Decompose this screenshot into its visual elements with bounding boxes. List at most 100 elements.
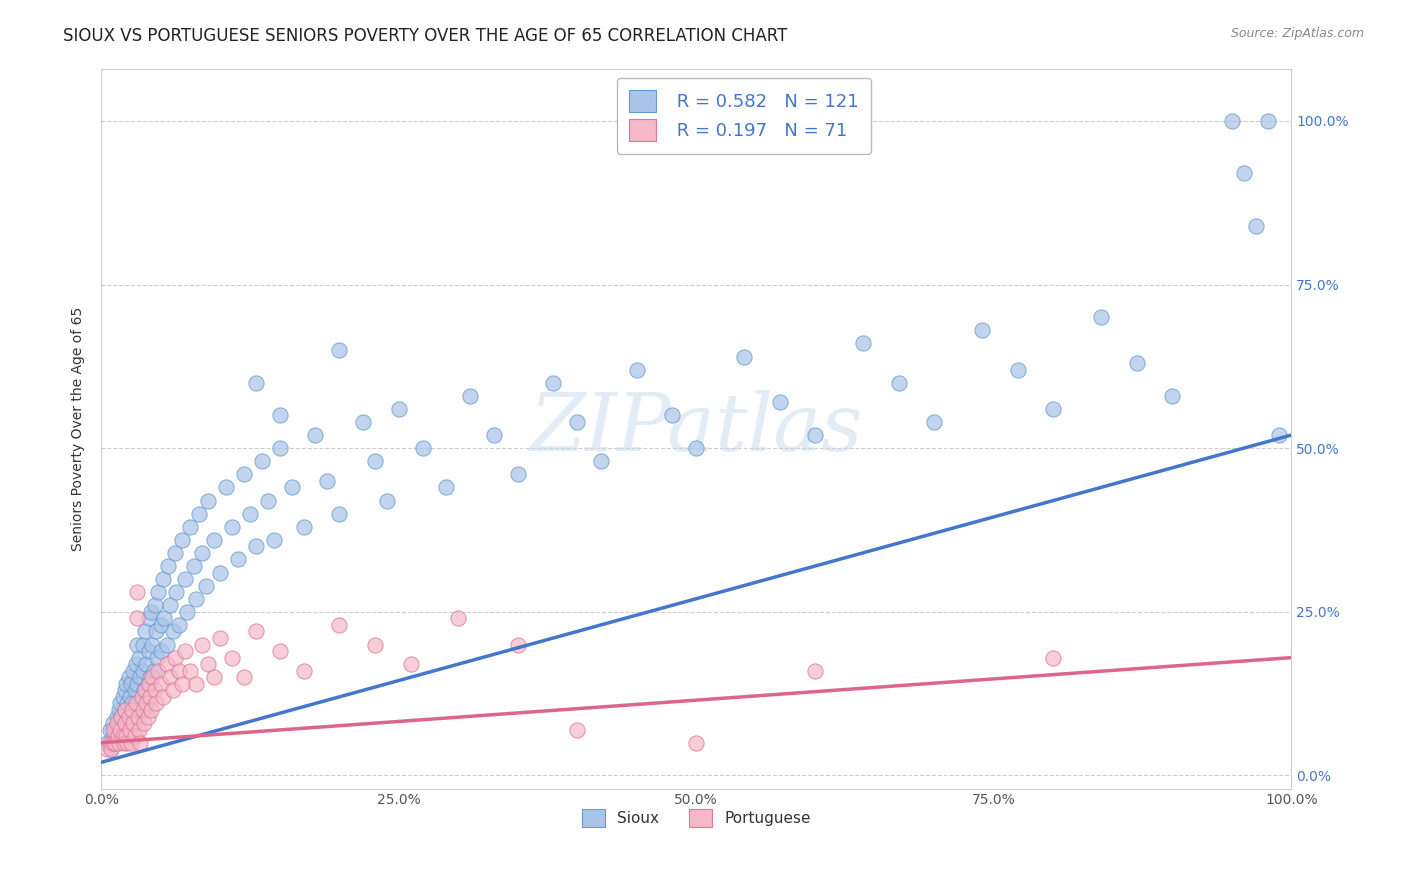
Point [1220,114,1243,128]
Point [1125,356,1147,370]
Point [117,709,139,723]
Point [124,703,146,717]
Point [239,507,262,521]
Point [118,690,141,704]
Point [112,723,135,737]
Point [191,546,214,560]
Point [101,723,124,737]
Point [661,409,683,423]
Point [101,729,124,743]
Point [124,683,146,698]
Point [132,638,155,652]
Point [132,716,155,731]
Point [263,533,285,547]
Point [117,716,139,731]
Point [120,677,142,691]
Point [145,697,167,711]
Point [567,723,589,737]
Point [156,638,179,652]
Text: SIOUX VS PORTUGUESE SENIORS POVERTY OVER THE AGE OF 65 CORRELATION CHART: SIOUX VS PORTUGUESE SENIORS POVERTY OVER… [63,27,787,45]
Point [458,389,481,403]
Point [110,697,132,711]
Point [506,467,529,482]
Point [125,611,148,625]
Point [101,716,124,731]
Point [108,703,131,717]
Point [187,507,209,521]
Point [167,664,190,678]
Point [176,605,198,619]
Point [388,401,411,416]
Point [1244,219,1267,233]
Point [149,644,172,658]
Point [111,716,134,731]
Point [152,690,174,704]
Point [156,559,179,574]
Point [121,703,143,717]
Point [114,703,136,717]
Point [110,723,132,737]
Point [145,624,167,639]
Point [172,677,194,691]
Point [115,729,138,743]
Point [148,585,170,599]
Point [280,480,302,494]
Point [141,670,163,684]
Point [173,572,195,586]
Point [163,650,186,665]
Point [233,467,256,482]
Point [122,664,145,678]
Point [226,552,249,566]
Y-axis label: Seniors Poverty Over the Age of 65: Seniors Poverty Over the Age of 65 [72,306,86,550]
Point [970,323,993,337]
Point [685,736,707,750]
Point [127,697,149,711]
Point [120,709,142,723]
Point [108,729,131,743]
Point [1042,401,1064,416]
Text: ZIPatlas: ZIPatlas [530,390,863,467]
Point [104,723,127,737]
Point [412,441,434,455]
Point [567,415,589,429]
Point [375,493,398,508]
Point [105,716,128,731]
Point [136,677,159,691]
Point [143,683,166,698]
Point [114,683,136,698]
Point [135,697,157,711]
Point [118,723,141,737]
Point [626,362,648,376]
Point [172,533,194,547]
Point [96,736,118,750]
Point [221,650,243,665]
Legend: Sioux, Portuguese: Sioux, Portuguese [574,801,818,835]
Point [186,677,208,691]
Point [129,736,152,750]
Text: Source: ZipAtlas.com: Source: ZipAtlas.com [1230,27,1364,40]
Point [447,611,470,625]
Point [245,376,267,390]
Point [163,546,186,560]
Point [202,670,225,684]
Point [1161,389,1184,403]
Point [134,624,156,639]
Point [141,703,163,717]
Point [139,690,162,704]
Point [924,415,946,429]
Point [114,716,136,731]
Point [121,697,143,711]
Point [202,533,225,547]
Point [100,742,122,756]
Point [165,585,187,599]
Point [364,638,387,652]
Point [183,559,205,574]
Point [506,638,529,652]
Point [138,677,160,691]
Point [132,703,155,717]
Point [152,572,174,586]
Point [125,638,148,652]
Point [162,624,184,639]
Point [852,336,875,351]
Point [292,519,315,533]
